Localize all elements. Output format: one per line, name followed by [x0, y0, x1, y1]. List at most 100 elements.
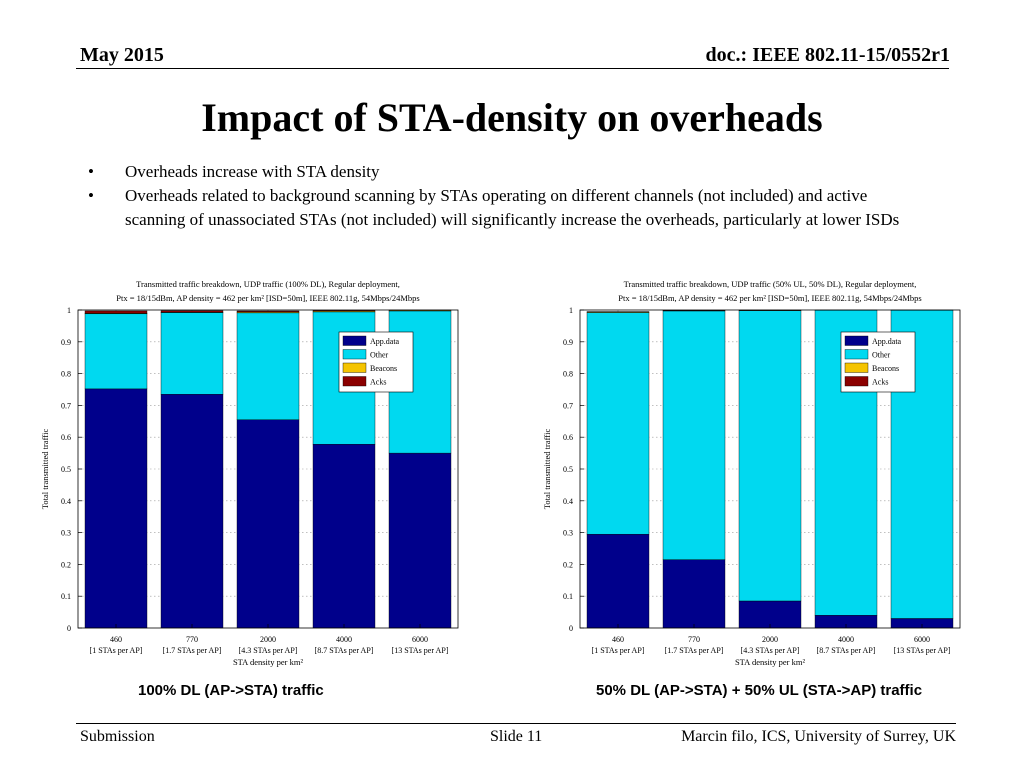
x-tick-label: 460 — [612, 635, 624, 644]
x-tick-label: 4000 — [336, 635, 352, 644]
legend-swatch — [342, 335, 367, 346]
bullet-text: Overheads related to background scanning… — [125, 186, 900, 229]
bullet-symbol: • — [88, 186, 94, 205]
legend-swatch — [342, 362, 367, 373]
legend-swatch — [844, 335, 869, 346]
legend-swatch — [844, 362, 869, 373]
y-tick-label: 0.8 — [61, 370, 71, 379]
y-tick-label: 0.5 — [61, 465, 71, 474]
x-tick-sublabel: [8.7 STAs per AP] — [817, 646, 876, 655]
y-tick-label: 0.4 — [61, 497, 71, 506]
bar-segment — [160, 312, 224, 395]
legend-label: Other — [872, 351, 891, 360]
y-tick-label: 0.6 — [61, 433, 71, 442]
legend-label: Beacons — [370, 364, 397, 373]
legend-label: Acks — [872, 378, 888, 387]
chart-title-line-2: Ptx = 18/15dBm, AP density = 462 per km²… — [618, 293, 921, 303]
y-tick-label: 0.8 — [563, 370, 573, 379]
bar-segment — [662, 559, 726, 629]
legend-label: App.data — [872, 337, 902, 346]
y-tick-label: 0.2 — [61, 560, 71, 569]
bar-segment — [236, 419, 300, 629]
bar-segment — [738, 600, 802, 629]
x-tick-label: 6000 — [412, 635, 428, 644]
bar-segment — [738, 310, 802, 602]
x-tick-label: 2000 — [260, 635, 276, 644]
y-tick-label: 0.9 — [563, 338, 573, 347]
x-tick-sublabel: [4.3 STAs per AP] — [239, 646, 298, 655]
y-tick-label: 0.5 — [563, 465, 573, 474]
y-tick-label: 0.9 — [61, 338, 71, 347]
y-tick-label: 0.6 — [563, 433, 573, 442]
x-tick-sublabel: [1 STAs per AP] — [592, 646, 645, 655]
y-tick-label: 0.2 — [563, 560, 573, 569]
x-tick-label: 460 — [110, 635, 122, 644]
bar-segment — [388, 452, 452, 629]
legend-label: App.data — [370, 337, 400, 346]
y-axis-label: Total transmitted traffic — [40, 429, 50, 510]
header-divider — [76, 68, 949, 69]
x-tick-sublabel: [8.7 STAs per AP] — [315, 646, 374, 655]
bar-segment — [312, 310, 376, 312]
bar-segment — [662, 310, 726, 560]
chart-caption-mixed: 50% DL (AP->STA) + 50% UL (STA->AP) traf… — [596, 682, 923, 699]
x-tick-label: 770 — [688, 635, 700, 644]
legend-label: Beacons — [872, 364, 899, 373]
legend-swatch — [342, 349, 367, 360]
chart-dl-traffic: 0 0.1 0.2 0.3 0.4 0.5 0.6 0.7 0.8 0.9 1 460 [1 STAs … — [40, 279, 459, 667]
y-tick-label: 0.1 — [563, 592, 573, 601]
x-tick-sublabel: [1.7 STAs per AP] — [665, 646, 724, 655]
y-axis-label: Total transmitted traffic — [542, 429, 552, 510]
chart-mixed-traffic: 0 0.1 0.2 0.3 0.4 0.5 0.6 0.7 0.8 0.9 1 460 [1 STAs … — [542, 279, 961, 667]
legend-label: Other — [370, 351, 389, 360]
legend-swatch — [844, 376, 869, 387]
x-tick-label: 6000 — [914, 635, 930, 644]
x-tick-sublabel: [1 STAs per AP] — [90, 646, 143, 655]
x-tick-sublabel: [1.7 STAs per AP] — [163, 646, 222, 655]
x-axis-label: STA density per km² — [233, 657, 304, 667]
bar-segment — [312, 443, 376, 629]
y-tick-label: 0.7 — [61, 401, 71, 410]
plot-frame — [77, 309, 459, 629]
bullet-item: • Overheads increase with STA density — [88, 160, 928, 184]
bar-segment — [160, 394, 224, 629]
bar-segment — [236, 312, 300, 420]
chart-caption-dl: 100% DL (AP->STA) traffic — [138, 682, 324, 699]
chart-title-line-1: Transmitted traffic breakdown, UDP traff… — [136, 279, 400, 289]
bar-segment — [84, 310, 148, 314]
bullet-list: • Overheads increase with STA density • Ov… — [88, 160, 928, 232]
y-tick-label: 0 — [67, 624, 71, 633]
legend-swatch — [844, 349, 869, 360]
y-tick-label: 0.4 — [563, 497, 573, 506]
x-tick-sublabel: [4.3 STAs per AP] — [741, 646, 800, 655]
x-tick-label: 2000 — [762, 635, 778, 644]
legend-swatch — [342, 376, 367, 387]
chart-title-line-2: Ptx = 18/15dBm, AP density = 462 per km²… — [116, 293, 419, 303]
bar-segment — [236, 310, 300, 313]
legend-label: Acks — [370, 378, 386, 387]
y-tick-label: 0.1 — [61, 592, 71, 601]
header-doc-id: doc.: IEEE 802.11-15/0552r1 — [705, 44, 950, 66]
chart-title-line-1: Transmitted traffic breakdown, UDP traff… — [624, 279, 917, 289]
x-tick-sublabel: [13 STAs per AP] — [392, 646, 449, 655]
bar-segment — [586, 533, 650, 629]
y-tick-label: 0.3 — [563, 529, 573, 538]
bullet-item: • Overheads related to background scannin… — [88, 184, 928, 232]
y-tick-label: 0.7 — [563, 401, 573, 410]
footer-author: Marcin filo, ICS, University of Surrey, … — [681, 728, 956, 745]
bullet-text: Overheads increase with STA density — [125, 162, 380, 181]
x-tick-label: 770 — [186, 635, 198, 644]
bar-segment — [84, 313, 148, 390]
y-tick-label: 0.3 — [61, 529, 71, 538]
footer-submission: Submission — [80, 728, 155, 745]
x-tick-sublabel: [13 STAs per AP] — [894, 646, 951, 655]
footer-divider — [76, 723, 956, 724]
footer-slide-number: Slide 11 — [490, 728, 543, 745]
slide-title: Impact of STA-density on overheads — [201, 95, 823, 140]
y-tick-label: 0 — [569, 624, 573, 633]
bar-segment — [84, 388, 148, 629]
bar-segment — [586, 312, 650, 535]
header-date: May 2015 — [80, 44, 164, 66]
plot-frame — [579, 309, 961, 629]
